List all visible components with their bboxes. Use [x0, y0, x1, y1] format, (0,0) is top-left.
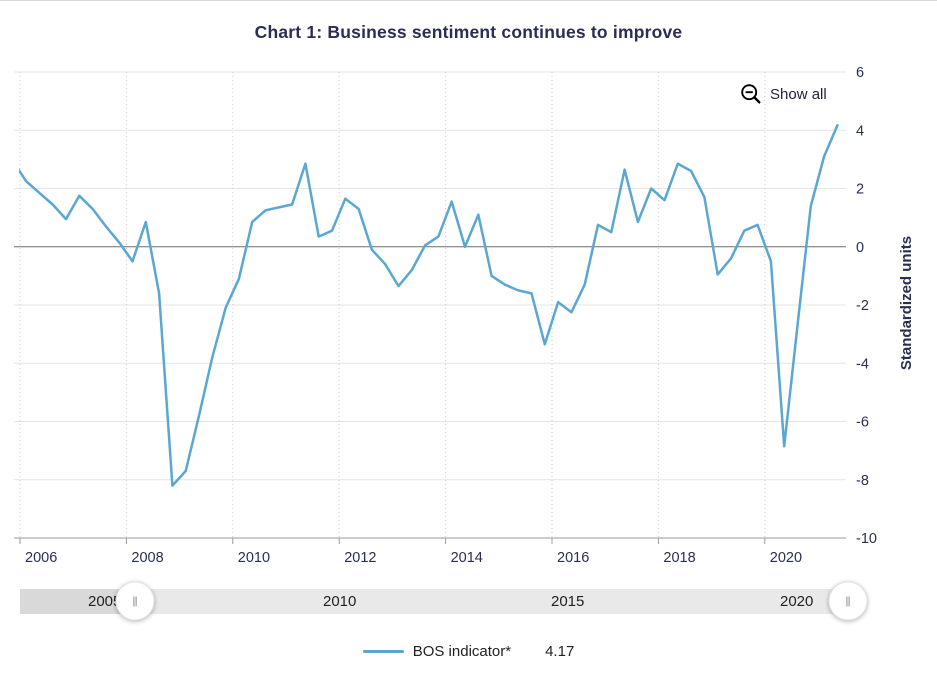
x-axis-label: 2012	[344, 550, 376, 566]
y-axis-label: 4	[856, 123, 864, 139]
show-all-button[interactable]: Show all	[740, 83, 827, 106]
y-axis-label: -4	[856, 356, 869, 372]
y-axis-label: -10	[856, 531, 877, 547]
legend-item[interactable]: BOS indicator* 4.17	[0, 643, 937, 660]
x-axis-label: 2018	[663, 550, 695, 566]
zoom-out-icon	[740, 83, 763, 106]
x-axis-label: 2010	[238, 550, 270, 566]
range-navigator-left-handle[interactable]: ‖	[115, 581, 155, 621]
handle-grip-icon: ‖	[132, 593, 138, 609]
x-axis-label: 2020	[770, 550, 802, 566]
y-axis-label: 2	[856, 182, 864, 198]
show-all-label: Show all	[770, 86, 827, 103]
x-axis-label: 2008	[131, 550, 163, 566]
range-navigator-track[interactable]	[20, 589, 858, 614]
range-navigator-outside-mask	[20, 589, 132, 614]
x-axis-label: 2016	[557, 550, 589, 566]
y-axis-label: -2	[856, 298, 869, 314]
legend-series-label: BOS indicator*	[412, 643, 512, 660]
handle-grip-icon: ‖	[845, 593, 851, 609]
x-axis-label: 2006	[25, 550, 57, 566]
y-axis-title: Standardized units	[898, 236, 915, 370]
legend-series-value: 4.17	[545, 643, 575, 660]
legend-line-sample	[362, 650, 404, 653]
bos-indicator-line	[19, 124, 839, 487]
y-axis-label: 0	[856, 240, 864, 256]
y-axis-label: 6	[856, 65, 864, 81]
y-axis-label: -8	[856, 473, 869, 489]
x-axis-label: 2014	[451, 550, 483, 566]
y-axis-label: -6	[856, 415, 869, 431]
plot-area: 2006 2008 2010 2012 2014 2016 2018 2020 6 4 2 0 -2 -4…	[14, 65, 915, 566]
chart-title: Chart 1: Business sentiment continues to…	[254, 22, 683, 42]
range-navigator-right-handle[interactable]: ‖	[828, 581, 868, 621]
